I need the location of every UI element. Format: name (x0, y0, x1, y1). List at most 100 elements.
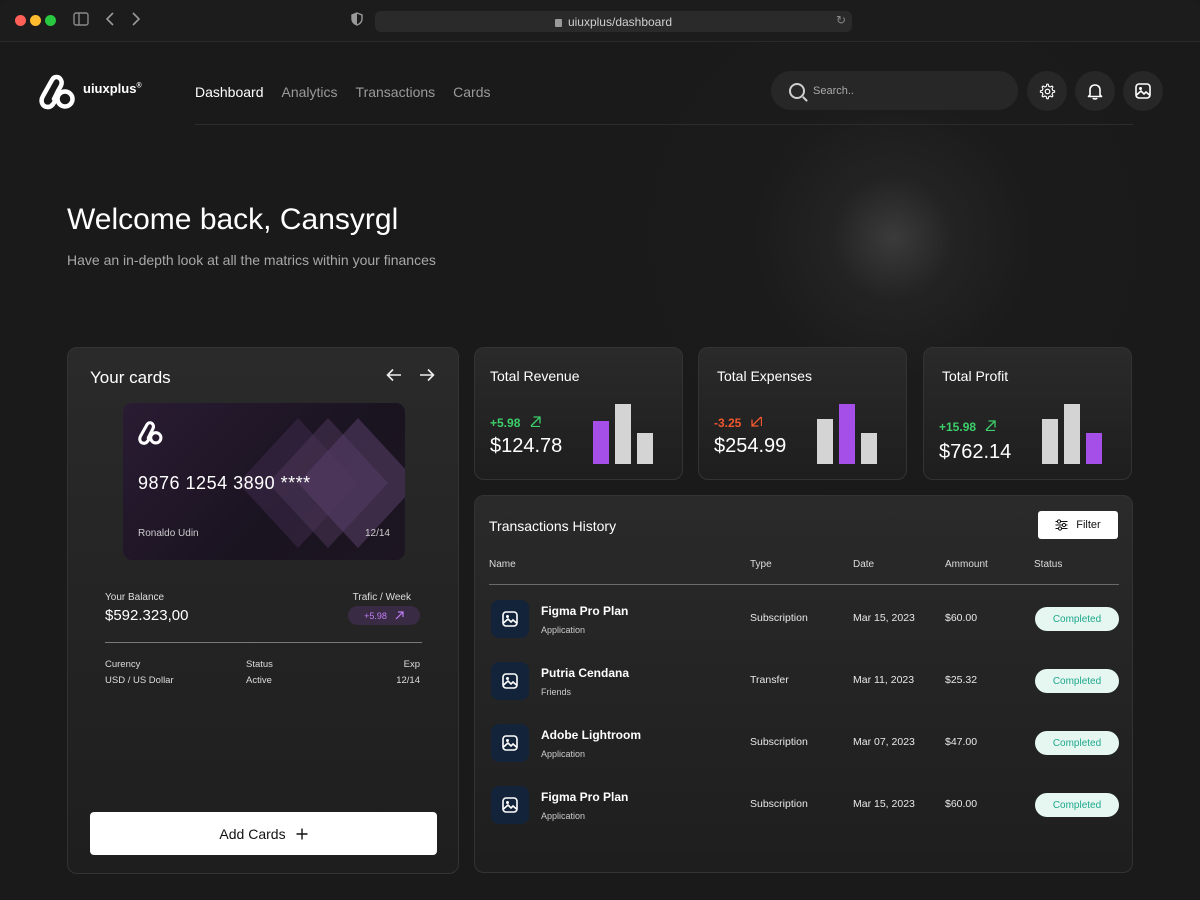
transaction-name: Adobe Lightroom (541, 728, 641, 742)
welcome-subtitle: Have an in-depth look at all the matrics… (67, 252, 436, 268)
expiry-value: 12/14 (396, 675, 420, 686)
stat-value: $254.99 (714, 435, 787, 457)
reload-icon[interactable]: ↻ (835, 13, 846, 27)
stat-value: $124.78 (490, 435, 563, 457)
search-box[interactable] (771, 71, 1018, 110)
filter-label: Filter (1076, 519, 1101, 531)
stat-change: +15.98 (939, 420, 997, 434)
bar-1 (839, 404, 855, 464)
table-row[interactable]: Adobe Lightroom Application Subscription… (475, 724, 1134, 774)
column-header-name: Name (489, 559, 516, 570)
main-nav: Dashboard Analytics Transactions Cards (195, 84, 491, 100)
browser-chrome: uiuxplus/dashboard ↻ (0, 0, 1200, 42)
url-text: uiuxplus/dashboard (567, 14, 673, 29)
transaction-name: Figma Pro Plan (541, 604, 629, 618)
add-cards-button[interactable]: Add Cards (90, 812, 437, 855)
arrow-down-left-icon (751, 416, 762, 427)
welcome-title: Welcome back, Cansyrgl (67, 203, 399, 236)
traffic-value: +5.98 (364, 610, 387, 621)
expenses-bar-chart (817, 404, 877, 464)
card-expiry: 12/14 (364, 528, 390, 539)
add-cards-label: Add Cards (219, 825, 286, 842)
transaction-type: Transfer (750, 674, 789, 686)
next-card-arrow-icon[interactable] (419, 366, 435, 387)
transaction-date: Mar 15, 2023 (853, 798, 915, 810)
table-row[interactable]: Figma Pro Plan Application Subscription … (475, 786, 1134, 836)
stat-value: $762.14 (939, 441, 1012, 463)
brand-logo[interactable]: uiuxplus® (39, 73, 142, 111)
address-bar[interactable]: uiuxplus/dashboard ↻ (375, 11, 852, 32)
transaction-category: Application (541, 749, 586, 759)
transaction-image-icon (491, 724, 529, 762)
stat-change: +5.98 (490, 416, 541, 430)
nav-dashboard[interactable]: Dashboard (195, 84, 264, 100)
previous-card-arrow-icon[interactable] (386, 366, 402, 387)
transaction-amount: $25.32 (945, 674, 978, 686)
status-label: Status (246, 659, 273, 670)
bar-2 (861, 433, 877, 464)
bar-0 (593, 421, 609, 464)
gear-icon (1039, 83, 1055, 99)
sliders-icon (1055, 519, 1068, 531)
status-badge: Completed (1035, 607, 1119, 631)
minimize-window-dot[interactable] (30, 15, 41, 26)
transactions-title: Transactions History (489, 518, 617, 534)
expiry-label: Exp (403, 659, 420, 670)
image-icon (1135, 83, 1151, 99)
maximize-window-dot[interactable] (45, 15, 56, 26)
transaction-category: Application (541, 625, 586, 635)
column-header-type: Type (750, 559, 772, 570)
profit-bar-chart (1042, 404, 1102, 464)
dashboard-page: uiuxplus® Dashboard Analytics Transactio… (0, 43, 1200, 900)
total-expenses-card: Total Expenses -3.25 $254.99 (698, 347, 907, 480)
close-window-dot[interactable] (15, 15, 26, 26)
nav-cards[interactable]: Cards (453, 84, 491, 100)
transaction-date: Mar 11, 2023 (853, 674, 915, 686)
transaction-type: Subscription (750, 736, 808, 748)
search-input[interactable] (813, 84, 993, 97)
filter-button[interactable]: Filter (1038, 511, 1118, 539)
transaction-name: Figma Pro Plan (541, 790, 629, 804)
transaction-image-icon (491, 786, 529, 824)
expiry-info: Exp 12/14 (396, 657, 420, 689)
bell-icon (1087, 83, 1103, 100)
total-profit-card: Total Profit +15.98 $762.14 (923, 347, 1132, 480)
brand-name: uiuxplus® (83, 80, 142, 96)
transaction-image-icon (491, 600, 529, 638)
column-header-amount: Ammount (945, 559, 988, 570)
plus-icon (296, 828, 308, 839)
table-row[interactable]: Figma Pro Plan Application Subscription … (475, 600, 1134, 650)
arrow-up-right-icon (530, 416, 541, 428)
sidebar-toggle-icon[interactable] (73, 11, 89, 31)
status-badge: Completed (1035, 793, 1119, 817)
bar-1 (615, 404, 631, 464)
notifications-button[interactable] (1075, 71, 1115, 111)
arrow-up-right-icon (985, 420, 997, 432)
transaction-date: Mar 15, 2023 (853, 612, 915, 624)
balance-label: Your Balance (105, 592, 165, 603)
table-row[interactable]: Putria Cendana Friends Transfer Mar 11, … (475, 662, 1134, 712)
bar-1 (1064, 404, 1080, 464)
traffic-badge: +5.98 (348, 606, 420, 625)
stat-title: Total Expenses (717, 368, 812, 384)
settings-button[interactable] (1027, 71, 1067, 111)
back-icon[interactable] (105, 11, 114, 31)
status-badge: Completed (1035, 669, 1119, 693)
bar-0 (1042, 419, 1058, 464)
credit-card[interactable]: 9876 1254 3890 **** Ronaldo Udin 12/14 (123, 403, 405, 560)
lock-icon (554, 18, 562, 27)
shield-icon[interactable] (351, 11, 363, 31)
balance-divider (105, 642, 422, 643)
nav-analytics[interactable]: Analytics (281, 84, 338, 100)
gallery-button[interactable] (1123, 71, 1163, 111)
card-number: 9876 1254 3890 **** (138, 473, 311, 493)
transaction-image-icon (491, 662, 529, 700)
header-divider (195, 124, 1133, 125)
forward-icon[interactable] (132, 11, 141, 31)
transaction-name: Putria Cendana (541, 666, 630, 680)
currency-label: Curency (105, 659, 141, 670)
column-header-date: Date (853, 559, 875, 570)
bar-2 (1086, 433, 1102, 464)
nav-transactions[interactable]: Transactions (355, 84, 436, 100)
status-value: Active (246, 675, 272, 686)
